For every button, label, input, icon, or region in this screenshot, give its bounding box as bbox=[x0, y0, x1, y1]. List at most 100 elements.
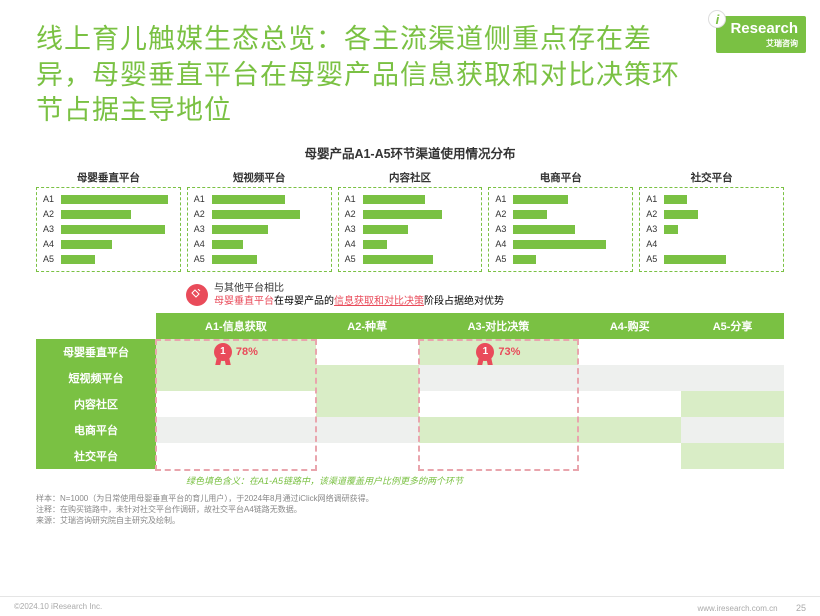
bar-label: A3 bbox=[646, 224, 664, 234]
bar-label: A1 bbox=[43, 194, 61, 204]
logo: i Research 艾瑞咨询 bbox=[716, 16, 806, 53]
bar-row: A1 bbox=[495, 193, 626, 206]
bar-fill bbox=[513, 240, 605, 249]
callout-t2: 阶段占据绝对优势 bbox=[424, 296, 504, 307]
bar-fill bbox=[513, 255, 536, 264]
bar-row: A3 bbox=[345, 223, 476, 236]
bar-track bbox=[513, 255, 626, 264]
bar-label: A2 bbox=[345, 209, 363, 219]
callout-line1: 与其他平台相比 bbox=[214, 282, 504, 296]
slide: i Research 艾瑞咨询 线上育儿触媒生态总览：各主流渠道侧重点存在差异，… bbox=[0, 0, 820, 616]
bar-label: A2 bbox=[194, 209, 212, 219]
bar-fill bbox=[363, 195, 425, 204]
bar-fill bbox=[61, 255, 95, 264]
table-cell bbox=[156, 417, 316, 443]
bar-track bbox=[212, 240, 325, 249]
table-cell bbox=[578, 391, 681, 417]
medal-icon: 1 bbox=[476, 343, 494, 361]
callout-text: 与其他平台相比 母婴垂直平台在母婴产品的信息获取和对比决策阶段占据绝对优势 bbox=[214, 282, 504, 309]
table-cell bbox=[419, 391, 579, 417]
bar-fill bbox=[61, 210, 131, 219]
footer-bar: ©2024.10 iResearch Inc. www.iresearch.co… bbox=[0, 596, 820, 616]
bar-label: A3 bbox=[194, 224, 212, 234]
table-header: A2-种草 bbox=[316, 313, 419, 339]
bar-row: A3 bbox=[194, 223, 325, 236]
bar-fill bbox=[212, 240, 244, 249]
bar-track bbox=[363, 195, 476, 204]
row-header: 内容社区 bbox=[36, 391, 156, 417]
bar-track bbox=[212, 225, 325, 234]
page-number: 25 bbox=[796, 603, 806, 613]
bar-label: A1 bbox=[495, 194, 513, 204]
table-cell bbox=[156, 391, 316, 417]
bar-fill bbox=[61, 195, 168, 204]
bar-label: A5 bbox=[646, 254, 664, 264]
callout: 与其他平台相比 母婴垂直平台在母婴产品的信息获取和对比决策阶段占据绝对优势 bbox=[186, 282, 784, 309]
bar-label: A2 bbox=[646, 209, 664, 219]
mini-chart-header: 社交平台 bbox=[639, 168, 784, 187]
mini-chart-header: 电商平台 bbox=[488, 168, 633, 187]
bar-fill bbox=[212, 210, 300, 219]
bar-track bbox=[363, 225, 476, 234]
footnote-line: 来源：艾瑞咨询研究院自主研究及绘制。 bbox=[36, 515, 784, 526]
bar-track bbox=[513, 240, 626, 249]
mini-chart: 内容社区A1A2A3A4A5 bbox=[338, 168, 483, 272]
bar-label: A5 bbox=[345, 254, 363, 264]
bar-fill bbox=[363, 255, 433, 264]
table-header: A3-对比决策 bbox=[419, 313, 579, 339]
callout-hl-2: 信息获取和对比决策 bbox=[334, 296, 424, 307]
mini-chart-body: A1A2A3A4A5 bbox=[36, 187, 181, 272]
main-table: A1-信息获取A2-种草A3-对比决策A4-购买A5-分享母婴垂直平台178%1… bbox=[36, 313, 784, 469]
table-row: 母婴垂直平台178%173% bbox=[36, 339, 784, 365]
mini-charts-row: 母婴垂直平台A1A2A3A4A5短视频平台A1A2A3A4A5内容社区A1A2A… bbox=[36, 168, 784, 272]
bar-row: A1 bbox=[194, 193, 325, 206]
table-cell bbox=[578, 365, 681, 391]
bar-fill bbox=[664, 225, 678, 234]
bar-label: A3 bbox=[43, 224, 61, 234]
table-header: A4-购买 bbox=[578, 313, 681, 339]
legend-note: 绿色填色含义：在A1-A5链路中，该渠道覆盖用户比例更多的两个环节 bbox=[186, 474, 784, 487]
mini-chart: 短视频平台A1A2A3A4A5 bbox=[187, 168, 332, 272]
table-cell bbox=[578, 417, 681, 443]
bar-row: A3 bbox=[43, 223, 174, 236]
table-cell bbox=[156, 443, 316, 469]
footnote-line: 样本：N=1000（为日常使用母婴垂直平台的育儿用户），于2024年8月通过iC… bbox=[36, 493, 784, 504]
mini-chart-body: A1 A2 A3 A4 A5 bbox=[488, 187, 633, 272]
table-cell: 178% bbox=[156, 339, 316, 365]
logo-box: i Research 艾瑞咨询 bbox=[716, 16, 806, 53]
bar-track bbox=[61, 225, 174, 234]
bar-row: A5 bbox=[495, 253, 626, 266]
bar-track bbox=[363, 240, 476, 249]
percentage-value: 73% bbox=[498, 346, 520, 358]
bar-track bbox=[61, 240, 174, 249]
bar-row: A2 bbox=[646, 208, 777, 221]
mini-chart-body: A1A2A3A4A5 bbox=[639, 187, 784, 272]
percentage-value: 78% bbox=[236, 346, 258, 358]
table-row: 电商平台 bbox=[36, 417, 784, 443]
bar-track bbox=[664, 240, 777, 249]
table-cell bbox=[316, 365, 419, 391]
bar-label: A2 bbox=[495, 209, 513, 219]
bar-fill bbox=[664, 210, 698, 219]
bar-row: A5 bbox=[194, 253, 325, 266]
bar-label: A4 bbox=[345, 239, 363, 249]
table-cell: 1 73% bbox=[419, 339, 579, 365]
table-cell bbox=[156, 365, 316, 391]
bar-fill bbox=[513, 195, 567, 204]
row-header: 社交平台 bbox=[36, 443, 156, 469]
footer-copyright: ©2024.10 iResearch Inc. bbox=[14, 602, 102, 611]
bar-label: A5 bbox=[495, 254, 513, 264]
bar-row: A1 bbox=[345, 193, 476, 206]
table-cell bbox=[681, 339, 784, 365]
bar-row: A4 bbox=[495, 238, 626, 251]
bar-row: A5 bbox=[43, 253, 174, 266]
bar-track bbox=[61, 210, 174, 219]
bar-track bbox=[513, 225, 626, 234]
bar-row: A3 bbox=[646, 223, 777, 236]
bar-fill bbox=[212, 195, 285, 204]
bar-label: A3 bbox=[495, 224, 513, 234]
bar-label: A3 bbox=[345, 224, 363, 234]
table-cell bbox=[681, 417, 784, 443]
table-cell bbox=[316, 417, 419, 443]
bar-track bbox=[212, 195, 325, 204]
